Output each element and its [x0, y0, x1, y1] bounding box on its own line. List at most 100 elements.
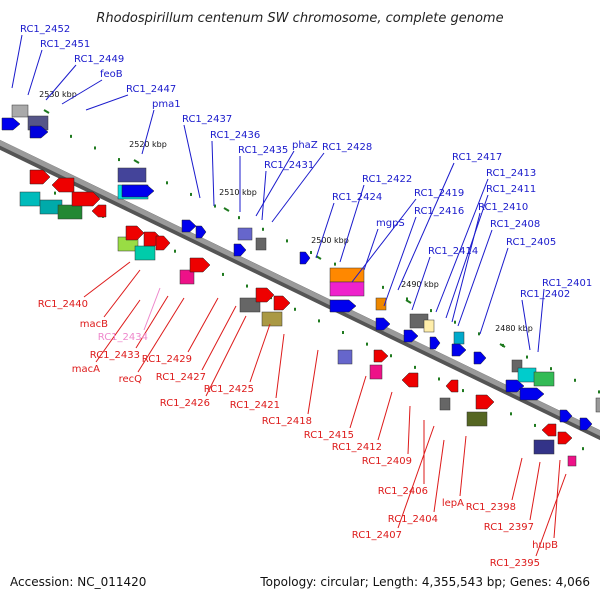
- label-leader: [377, 391, 393, 441]
- label-leader: [479, 247, 509, 335]
- gene-block: [533, 371, 555, 387]
- tick-mark: [223, 207, 230, 212]
- tick-mark: [499, 343, 506, 348]
- gene-block: [329, 281, 365, 297]
- gene-label-rc1-2414: RC1_2414: [428, 246, 478, 257]
- gene-label-rc1-2428: RC1_2428: [322, 142, 372, 153]
- gene-label-feob: feoB: [100, 69, 123, 80]
- gene-block: [466, 411, 488, 427]
- gene-label-phaz: phaZ: [292, 140, 318, 151]
- spacer-dot: [438, 377, 440, 381]
- label-leader: [351, 198, 417, 283]
- gene-block: [369, 364, 383, 380]
- gene-block: [117, 167, 147, 183]
- label-leader: [45, 64, 77, 101]
- label-leader: [201, 305, 237, 371]
- spacer-dot: [462, 389, 464, 393]
- spacer-dot: [222, 272, 224, 276]
- label-leader: [383, 216, 417, 307]
- gene-label-rc1-2426: RC1_2426: [160, 398, 210, 409]
- gene-arrow: [557, 431, 573, 445]
- tick-label: 2490 kbp: [401, 280, 439, 289]
- label-leader: [349, 375, 367, 429]
- label-leader: [407, 405, 411, 455]
- spacer-dot: [598, 390, 600, 394]
- gene-label-rc1-2452: RC1_2452: [20, 24, 70, 35]
- gene-label-lepa: lepA: [442, 498, 464, 509]
- gene-block: [517, 367, 537, 383]
- spacer-dot: [406, 297, 408, 301]
- gene-label-rc1-2433: RC1_2433: [90, 350, 140, 361]
- label-leader: [61, 79, 103, 105]
- gene-block: [439, 397, 451, 411]
- gene-label-rc1-2401: RC1_2401: [542, 278, 592, 289]
- label-leader: [397, 162, 455, 291]
- label-leader: [85, 94, 129, 111]
- label-leader: [445, 194, 489, 319]
- tick-mark: [133, 159, 140, 164]
- spacer-dot: [318, 319, 320, 323]
- gene-arrow: [579, 417, 593, 431]
- label-leader: [141, 109, 155, 155]
- spacer-dot: [54, 191, 56, 195]
- gene-block: [595, 397, 600, 413]
- spacer-dot: [550, 367, 552, 371]
- spacer-dot: [286, 239, 288, 243]
- gene-block: [423, 319, 435, 333]
- gene-arrow: [155, 235, 171, 251]
- gene-block: [567, 455, 577, 467]
- label-leader: [459, 435, 467, 497]
- gene-label-rc1-2402: RC1_2402: [520, 289, 570, 300]
- gene-block: [134, 245, 156, 261]
- spacer-dot: [366, 342, 368, 346]
- gene-label-rc1-2398: RC1_2398: [466, 502, 516, 513]
- gene-block: [11, 104, 29, 118]
- map-title: Rhodospirillum centenum SW chromosome, c…: [96, 11, 503, 26]
- label-leader: [529, 461, 541, 521]
- gene-arrow: [519, 387, 545, 401]
- gene-label-rc1-2411: RC1_2411: [486, 184, 536, 195]
- label-leader: [457, 229, 493, 327]
- gene-label-rc1-2427: RC1_2427: [156, 372, 206, 383]
- gene-label-rc1-2413: RC1_2413: [486, 168, 536, 179]
- gene-label-rc1-2425: RC1_2425: [204, 384, 254, 395]
- spacer-dot: [454, 320, 456, 324]
- gene-label-rc1-2447: RC1_2447: [126, 84, 176, 95]
- gene-label-rc1-2409: RC1_2409: [362, 456, 412, 467]
- label-leader: [135, 295, 169, 349]
- label-leader: [435, 178, 489, 313]
- spacer-dot: [382, 285, 384, 289]
- gene-block: [453, 331, 465, 345]
- spacer-dot: [238, 216, 240, 220]
- gene-arrow: [189, 257, 211, 273]
- gene-label-rc1-2424: RC1_2424: [332, 192, 382, 203]
- gene-arrow: [71, 191, 101, 207]
- gene-label-rc1-2406: RC1_2406: [378, 486, 428, 497]
- gene-arrow: [51, 177, 75, 193]
- gene-label-rc1-2422: RC1_2422: [362, 174, 412, 185]
- gene-label-rc1-2431: RC1_2431: [264, 160, 314, 171]
- label-leader: [511, 457, 523, 501]
- label-leader: [537, 288, 545, 353]
- label-leader: [205, 315, 247, 397]
- gene-block: [337, 349, 353, 365]
- gene-label-rc1-2408: RC1_2408: [490, 219, 540, 230]
- gene-arrow: [195, 225, 207, 239]
- spacer-dot: [534, 423, 536, 427]
- gene-arrow: [1, 117, 21, 131]
- label-leader: [143, 287, 161, 331]
- gene-label-mgps: mgpS: [376, 218, 405, 229]
- label-leader: [451, 212, 481, 323]
- gene-arrow: [373, 349, 389, 363]
- gene-block: [261, 311, 283, 327]
- gene-label-rc1-2416: RC1_2416: [414, 206, 464, 217]
- spacer-dot: [342, 331, 344, 335]
- gene-arrow: [403, 329, 419, 343]
- gene-arrow: [445, 379, 459, 393]
- spacer-dot: [294, 307, 296, 311]
- label-leader: [187, 297, 219, 353]
- spacer-dot: [262, 227, 264, 231]
- tick-mark: [43, 109, 50, 114]
- gene-block: [239, 297, 261, 313]
